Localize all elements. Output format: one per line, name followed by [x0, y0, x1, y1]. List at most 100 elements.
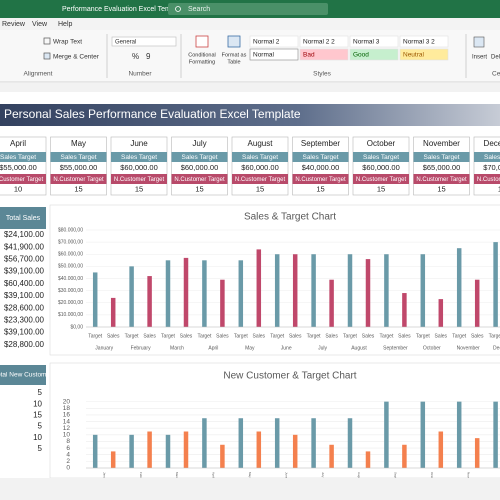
- bar: [147, 276, 152, 327]
- bar: [274, 254, 280, 327]
- bar: [238, 418, 244, 468]
- sales-target-value: $60,000.00: [362, 163, 400, 172]
- y-tick-label: 4: [66, 451, 70, 458]
- cell-style[interactable]: [399, 35, 449, 48]
- series-sublabel: Target: [307, 333, 322, 339]
- month-name: August: [248, 139, 274, 148]
- total-sales-label: Total Sales: [6, 215, 41, 222]
- cell-style-name[interactable]: Normal 2 2: [303, 39, 335, 46]
- series-sublabel: Sales: [471, 333, 484, 339]
- sales-target-value: $60,000.00: [181, 163, 219, 172]
- customer-target-value: 15: [74, 184, 82, 193]
- customer-target-header: [292, 174, 349, 184]
- customer-target-label: N.Customer Target: [0, 177, 43, 183]
- total-sales-header: [0, 207, 46, 229]
- bar: [129, 266, 134, 327]
- conditional-formatting[interactable]: Conditional: [188, 52, 216, 58]
- bar: [147, 431, 152, 468]
- cell-style-name[interactable]: Normal 3: [353, 39, 380, 46]
- cell-style-name[interactable]: Bad: [303, 52, 315, 59]
- insert-icon: [473, 36, 485, 48]
- cell-style[interactable]: [349, 48, 399, 61]
- y-tick-label: 6: [66, 445, 70, 452]
- bar: [292, 434, 298, 468]
- group-label: Styles: [313, 71, 331, 78]
- delete-button[interactable]: Delete: [491, 55, 500, 61]
- cf-icon: [195, 35, 209, 48]
- y-tick-label: 20: [63, 398, 71, 405]
- y-tick-label: $80.000,00: [58, 227, 83, 233]
- customer-target-value: 10: [14, 184, 22, 193]
- cell-style-name[interactable]: Neutral: [403, 52, 425, 59]
- format-as-table[interactable]: Format as: [222, 52, 247, 58]
- customer-target-header: [171, 174, 228, 184]
- x-tick-label: June: [284, 472, 288, 479]
- customer-target-header: [111, 174, 167, 184]
- month-name: April: [10, 139, 26, 148]
- y-tick-label: $0,00: [70, 324, 83, 330]
- month-name: November: [423, 139, 460, 148]
- cell-style[interactable]: [249, 35, 299, 48]
- conditional-formatting[interactable]: Formatting: [189, 59, 215, 65]
- bar: [256, 431, 262, 468]
- series-sublabel: Target: [88, 333, 103, 339]
- customer-target-header: [50, 174, 107, 184]
- cell-style-name[interactable]: Normal: [253, 52, 275, 59]
- x-tick-label: July: [321, 472, 325, 478]
- cell-style-name[interactable]: Normal 2: [253, 39, 280, 46]
- customer-target-header: [413, 174, 470, 184]
- month-card: [292, 136, 349, 196]
- format-as-table[interactable]: Table: [227, 59, 240, 65]
- cell-style[interactable]: [299, 35, 349, 48]
- series-sublabel: Sales: [435, 333, 448, 339]
- sales-target-header: [292, 152, 349, 162]
- customer-target-label: N.Customer Target: [114, 177, 165, 183]
- cell-style-name[interactable]: Good: [353, 52, 369, 59]
- x-tick-label: March: [175, 472, 179, 481]
- series-sublabel: Sales: [253, 333, 266, 339]
- search-text[interactable]: Search: [188, 6, 210, 13]
- bar: [129, 434, 134, 468]
- sales-target-label: Sales Target: [0, 154, 36, 161]
- bar: [456, 248, 462, 327]
- x-tick-label: May: [245, 345, 255, 351]
- month-card: [413, 136, 470, 196]
- ribbon-tab[interactable]: Help: [58, 21, 73, 28]
- cell-style[interactable]: [299, 48, 349, 61]
- cell-style[interactable]: [399, 48, 449, 61]
- bar: [384, 401, 389, 468]
- cell-style[interactable]: [249, 48, 299, 61]
- wrap-text-button[interactable]: Wrap Text: [53, 39, 82, 46]
- bar: [384, 254, 389, 327]
- series-sublabel: Sales: [180, 333, 193, 339]
- series-sublabel: Target: [489, 333, 500, 339]
- sales-target-label: Sales Target: [60, 154, 96, 161]
- customer-target-value: 15: [135, 184, 143, 193]
- insert-button[interactable]: Insert: [472, 55, 487, 61]
- cell-style[interactable]: [349, 35, 399, 48]
- sales-target-label: Sales Target: [423, 154, 459, 161]
- merge-center-button[interactable]: Merge & Center: [53, 54, 100, 61]
- bar: [420, 401, 426, 468]
- total-sales-value: $39,100.00: [4, 328, 45, 337]
- bar: [220, 444, 225, 468]
- bar: [311, 418, 316, 468]
- bar: [365, 259, 371, 327]
- month-name: June: [130, 139, 148, 148]
- number-format-box[interactable]: [111, 36, 177, 47]
- bar: [256, 249, 262, 327]
- ribbon-tab[interactable]: View: [32, 21, 48, 28]
- comma-button[interactable]: 9: [146, 52, 151, 61]
- x-tick-label: April: [208, 345, 218, 351]
- bar: [420, 254, 426, 327]
- series-sublabel: Target: [161, 333, 176, 339]
- bar: [238, 260, 244, 327]
- y-tick-label: 0: [66, 465, 70, 472]
- cell-style-name[interactable]: Normal 3 2: [403, 39, 435, 46]
- ribbon-tab[interactable]: Review: [2, 21, 26, 28]
- customer-target-value: 15: [498, 184, 500, 193]
- percent-button[interactable]: %: [132, 52, 139, 61]
- search-box[interactable]: [168, 3, 328, 15]
- number-format[interactable]: General: [115, 40, 136, 46]
